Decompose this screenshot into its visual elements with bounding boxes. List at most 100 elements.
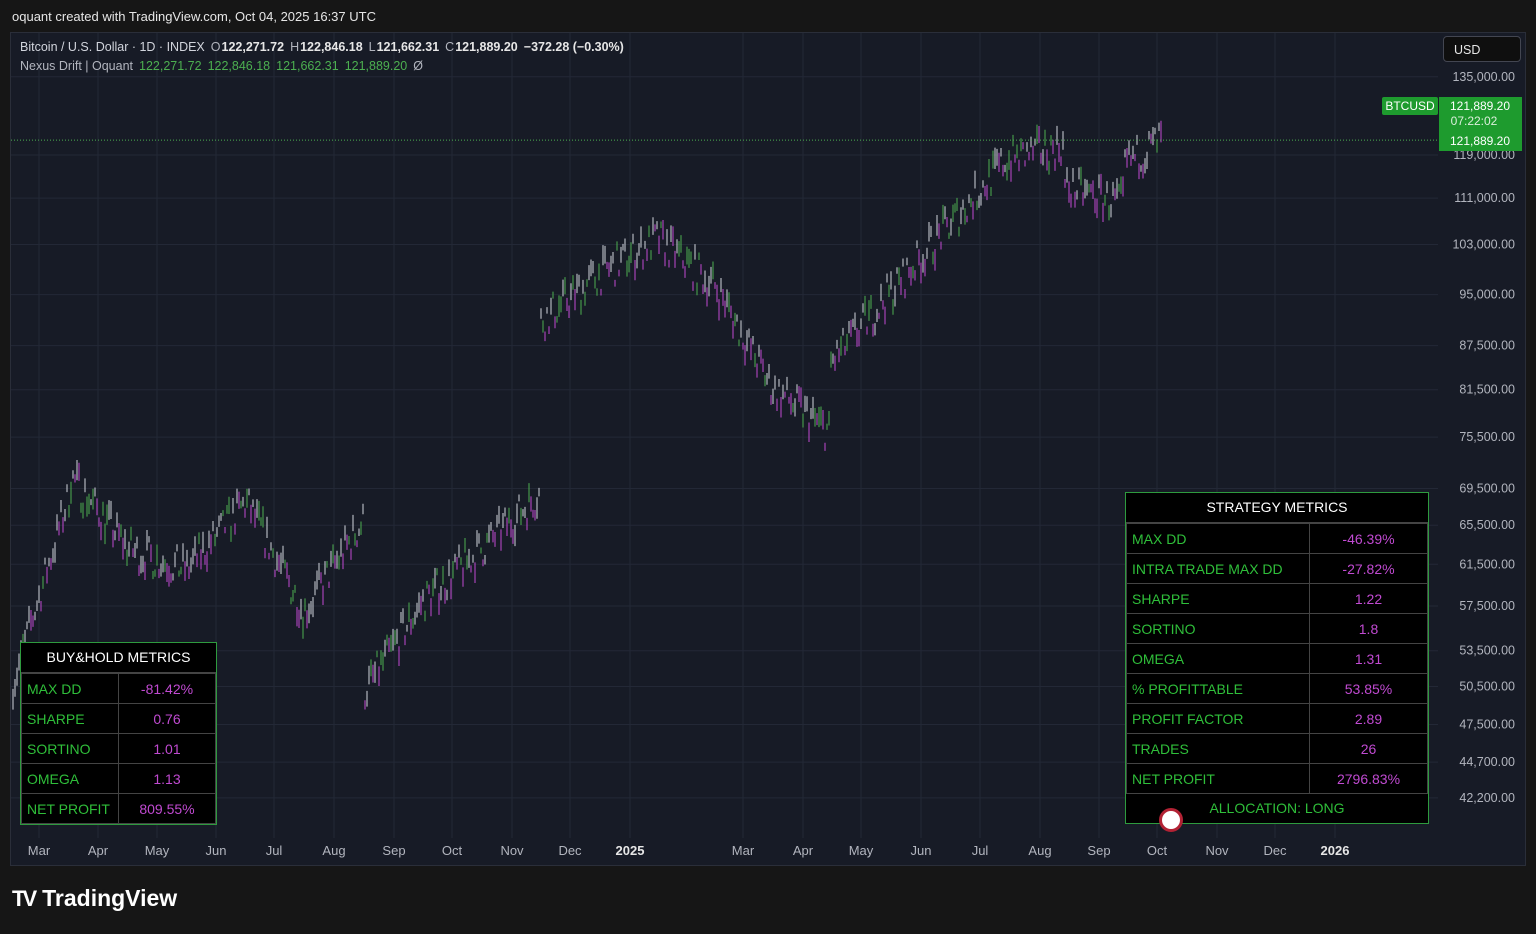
ticker-label: BTCUSD [1385,99,1435,113]
banner-text: oquant created with TradingView.com, Oct… [12,9,376,24]
metric-value: 1.01 [118,733,216,764]
metric-value: 1.22 [1309,583,1428,614]
x-tick-label: Nov [500,843,524,858]
metrics-row: % PROFITTABLE 53.85% [1126,673,1428,704]
y-tick-label: 69,500.00 [1459,481,1515,495]
metric-value: -81.42% [118,673,216,704]
y-tick-label: 44,700.00 [1459,755,1515,769]
y-tick-label: 135,000.00 [1452,70,1515,84]
metric-label: PROFIT FACTOR [1126,703,1310,734]
x-tick-label: Sep [1087,843,1110,858]
metric-value: 809.55% [118,793,216,824]
metric-value: 0.76 [118,703,216,734]
x-tick-label: May [145,843,170,858]
strategy-rows: MAX DD -46.39% INTRA TRADE MAX DD -27.82% SH… [1126,523,1428,794]
tradingview-logo[interactable]: TV TradingView [12,885,177,912]
symbol-name[interactable]: Bitcoin / U.S. Dollar · 1D · INDEX [20,40,205,54]
x-tick-label: May [849,843,874,858]
indicator-extra: Ø [413,59,423,73]
x-tick-label: Dec [558,843,582,858]
close-label: C [445,40,455,54]
metrics-row: MAX DD -46.39% [1126,523,1428,554]
metrics-row: NET PROFIT 2796.83% [1126,763,1428,794]
currency-button[interactable]: USD [1443,36,1521,62]
indicator-value: 122,846.18 [207,59,271,73]
open-value: 122,271.72 [221,40,285,54]
countdown: 07:22:02 [1451,114,1498,128]
metrics-row: SHARPE 1.22 [1126,583,1428,614]
y-tick-label: 75,500.00 [1459,430,1515,444]
indicator-value: 122,271.72 [139,59,202,73]
us-flag-icon[interactable] [1159,808,1183,832]
buyhold-title: BUY&HOLD METRICS [21,643,216,673]
y-tick-label: 53,500.00 [1459,644,1515,658]
y-tick-label: 119,000.00 [1453,148,1515,162]
metric-value: 1.13 [118,763,216,794]
allocation-label: ALLOCATION: LONG [1209,800,1345,816]
open-label: O [210,40,221,54]
x-tick-label: Sep [382,843,405,858]
indicator-legend[interactable]: Nexus Drift | Oquant 122,271.72 122,846.18… [20,59,429,73]
metric-value: 2.89 [1309,703,1428,734]
top-banner: oquant created with TradingView.com, Oct… [0,0,1536,32]
metric-label: INTRA TRADE MAX DD [1126,553,1310,584]
low-label: L [368,40,376,54]
metric-value: 2796.83% [1309,763,1428,794]
ticker-tag [1382,97,1438,115]
x-tick-label: 2026 [1321,843,1350,858]
metric-label: SHARPE [21,703,119,734]
tradingview-wordmark: TradingView [42,885,178,911]
low-value: 121,662.31 [376,40,440,54]
metric-label: SORTINO [21,733,119,764]
high-value: 122,846.18 [300,40,363,54]
metrics-row: INTRA TRADE MAX DD -27.82% [1126,553,1428,584]
buyhold-metrics-table: BUY&HOLD METRICS MAX DD -81.42% SHARPE 0.76… [20,642,217,825]
y-tick-label: 65,500.00 [1459,518,1515,532]
metric-label: NET PROFIT [1126,763,1310,794]
x-tick-label: Aug [1028,843,1051,858]
x-tick-label: Apr [793,843,814,858]
metric-value: 26 [1309,733,1428,764]
metric-value: -27.82% [1309,553,1428,584]
x-tick-label: Jun [911,843,932,858]
close-value: 121,889.20 [455,40,518,54]
price-value-2: 121,889.20 [1450,134,1510,148]
x-tick-label: Oct [442,843,463,858]
price-value: 121,889.20 [1450,99,1510,113]
metrics-row: PROFIT FACTOR 2.89 [1126,703,1428,734]
tradingview-mark-icon: TV [12,886,37,911]
buyhold-rows: MAX DD -81.42% SHARPE 0.76 SORTINO 1.01 OMEGA 1… [21,673,216,824]
metric-label: MAX DD [1126,523,1310,554]
metric-value: 1.8 [1309,613,1428,644]
x-tick-label: Aug [322,843,345,858]
metrics-row: SORTINO 1.8 [1126,613,1428,644]
high-label: H [290,40,300,54]
indicator-value: 121,889.20 [344,59,408,73]
y-tick-label: 61,500.00 [1459,557,1515,571]
metric-label: MAX DD [21,673,119,704]
y-tick-label: 50,500.00 [1459,679,1515,693]
y-tick-label: 81,500.00 [1459,383,1515,397]
metric-value: -46.39% [1309,523,1428,554]
y-tick-label: 87,500.00 [1459,339,1515,353]
y-tick-label: 42,200.00 [1459,791,1515,805]
x-tick-label: Jul [972,843,989,858]
metric-value: 53.85% [1309,673,1428,704]
indicator-name[interactable]: Nexus Drift | Oquant [20,59,134,73]
metrics-row: OMEGA 1.13 [21,763,216,794]
y-tick-label: 47,500.00 [1459,717,1515,731]
metrics-row: MAX DD -81.42% [21,673,216,704]
symbol-legend[interactable]: Bitcoin / U.S. Dollar · 1D · INDEX O122,2… [20,40,630,54]
metric-label: SORTINO [1126,613,1310,644]
metrics-row: TRADES 26 [1126,733,1428,764]
y-tick-label: 57,500.00 [1459,599,1515,613]
price-tag [1439,97,1522,151]
y-tick-label: 111,000.00 [1454,191,1515,205]
x-tick-label: 2025 [616,843,645,858]
metric-label: TRADES [1126,733,1310,764]
x-tick-label: Mar [28,843,51,858]
x-tick-label: Nov [1205,843,1229,858]
strategy-metrics-table: STRATEGY METRICS MAX DD -46.39% INTRA TRAD… [1125,492,1429,824]
metric-label: NET PROFIT [21,793,119,824]
